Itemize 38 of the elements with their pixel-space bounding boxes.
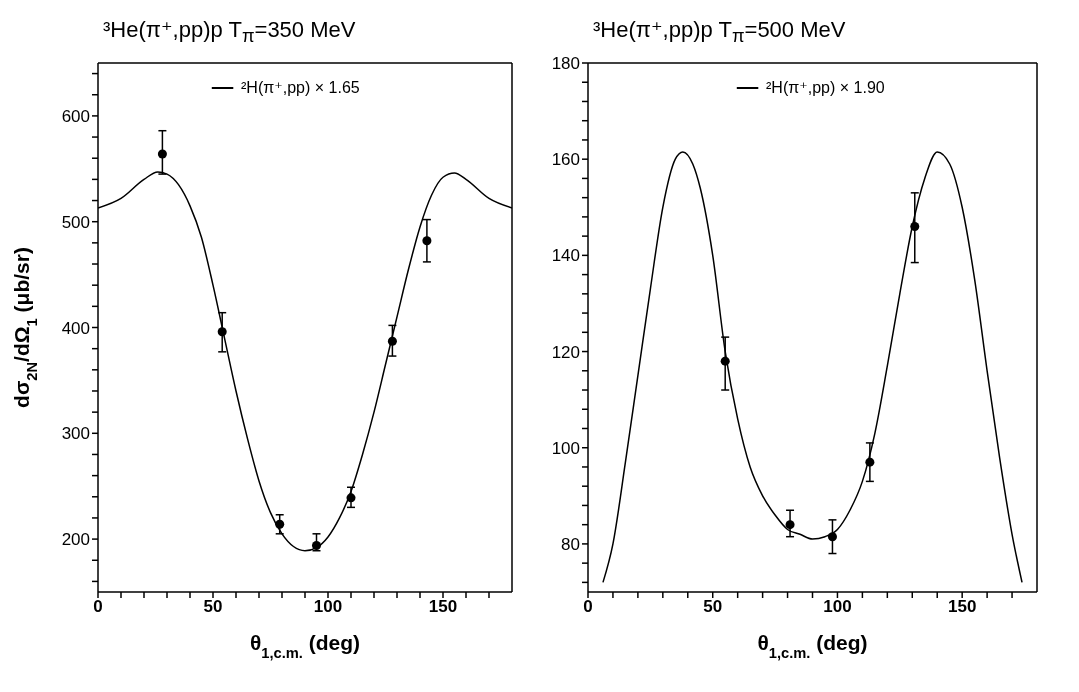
x-tick-label: 0	[93, 597, 103, 617]
legend-label: ²H(π⁺,pp) × 1.65	[241, 78, 360, 97]
y-tick-label: 80	[561, 534, 580, 554]
x-axis-title: θ$_{1,c.m.}$ (deg)	[249, 631, 361, 661]
y-tick-label: 600	[61, 106, 90, 126]
y-tick-label: 120	[551, 342, 580, 362]
x-tick-label: 100	[823, 597, 852, 617]
y-tick-label: 140	[551, 246, 580, 266]
x-axis-title: θ$_{1,c.m.}$ (deg)	[757, 631, 868, 661]
point	[311, 540, 322, 550]
point	[422, 236, 432, 246]
y-tick-label: 300	[61, 424, 90, 444]
y-tick-label: 160	[551, 150, 580, 170]
x-tick-label: 150	[428, 597, 458, 617]
point	[785, 520, 795, 530]
x-tick-label: 0	[583, 597, 593, 617]
y-tick-label: 100	[551, 438, 580, 458]
point	[827, 532, 837, 542]
point	[910, 222, 920, 232]
legend-label: ²H(π⁺,pp) × 1.90	[766, 78, 885, 97]
line-series	[602, 151, 1023, 584]
y-tick-label: 500	[61, 212, 90, 232]
y-tick-label: 200	[61, 530, 90, 550]
x-tick-label: 100	[313, 597, 343, 617]
chart-title: ³He(π⁺,pp)p T$_{π}$=500 MeV	[592, 16, 847, 49]
point	[865, 457, 875, 467]
point	[217, 327, 227, 337]
point	[157, 149, 167, 159]
x-tick-label: 50	[703, 597, 723, 617]
y-tick-label: 180	[551, 54, 580, 74]
point	[720, 356, 730, 366]
x-tick-label: 150	[947, 597, 977, 617]
point	[346, 493, 356, 503]
chart-title: ³He(π⁺,pp)p T$_{π}$=350 MeV	[102, 16, 357, 49]
y-tick-label: 400	[61, 318, 90, 338]
point	[275, 519, 285, 529]
point	[387, 336, 397, 346]
x-tick-label: 50	[203, 597, 223, 617]
